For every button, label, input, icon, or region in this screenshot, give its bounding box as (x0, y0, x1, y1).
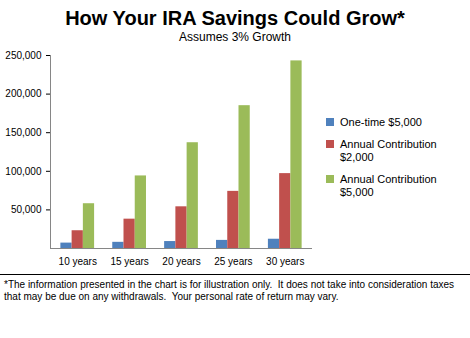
svg-text:20 years: 20 years (162, 256, 200, 267)
html-text:How Your IRA Savings Could Gro: How Your IRA Savings Could Grow* (65, 7, 405, 29)
html-text:Annual Contribution $2,000: Annual Contribution $2,000 (340, 138, 437, 163)
svg-text:150,000: 150,000 (5, 127, 42, 138)
svg-text:15 years: 15 years (110, 256, 148, 267)
html-text:Assumes 3% Growth: Assumes 3% Growth (179, 30, 291, 44)
svg-text:250,000: 250,000 (5, 50, 42, 61)
svg-text:10 years: 10 years (59, 256, 97, 267)
html-text:*The information presented in: *The information presented in the chart … (4, 279, 457, 302)
svg-text:100,000: 100,000 (5, 166, 42, 177)
svg-text:50,000: 50,000 (11, 204, 42, 215)
svg-text:30 years: 30 years (266, 256, 304, 267)
html-text:Annual Contribution $5,000: Annual Contribution $5,000 (340, 173, 437, 198)
html-text:One-time $5,000: One-time $5,000 (340, 116, 422, 128)
svg-text:25 years: 25 years (214, 256, 252, 267)
svg-text:200,000: 200,000 (5, 88, 42, 99)
